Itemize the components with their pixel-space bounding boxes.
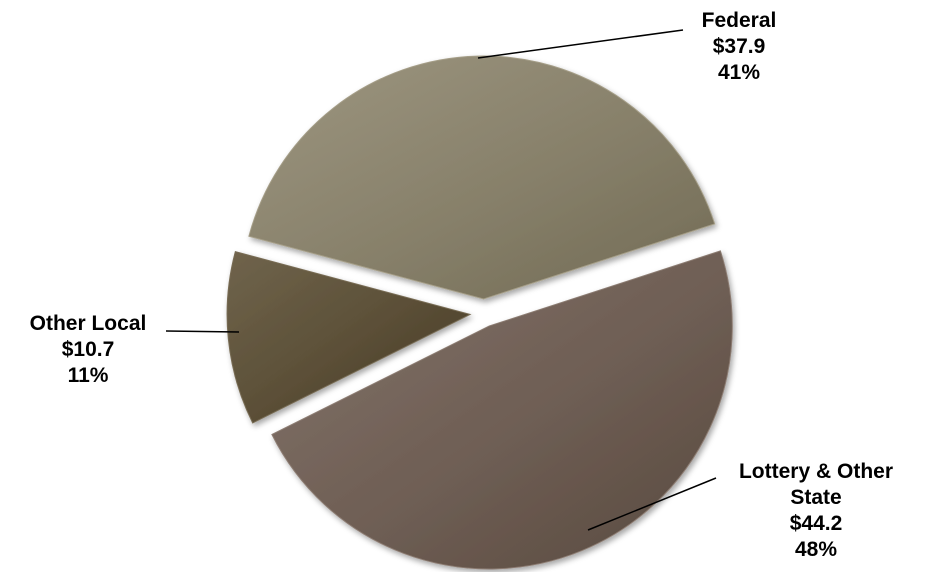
pie-slice-lottery-other-state <box>271 250 733 570</box>
leader-line-federal <box>477 29 684 59</box>
slice-label-percent-lottery-other-state: 48% <box>795 538 837 561</box>
slice-label-name-lottery-other-state: State <box>790 486 841 509</box>
leader-line-other-local <box>165 330 240 333</box>
leader-line-lottery-other-state <box>587 477 717 531</box>
pie-slice-federal <box>248 55 716 300</box>
slice-label-percent-other-local: 11% <box>68 364 109 387</box>
slice-label-amount-other-local: $10.7 <box>62 338 115 361</box>
pie-slice-other-local <box>226 251 472 424</box>
slice-label-name-other-local: Other Local <box>30 312 147 335</box>
pie-labels: Lottery & Other State $44.2 48% Other Local $… <box>30 9 893 561</box>
slice-label-percent-federal: 41% <box>718 61 760 84</box>
slice-label-name-lottery-other-state: Lottery & Other <box>739 460 893 483</box>
slice-label-amount-federal: $37.9 <box>713 35 766 58</box>
slice-label-amount-lottery-other-state: $44.2 <box>790 512 843 535</box>
pie-slices <box>226 55 733 570</box>
slice-label-name-federal: Federal <box>702 9 777 32</box>
